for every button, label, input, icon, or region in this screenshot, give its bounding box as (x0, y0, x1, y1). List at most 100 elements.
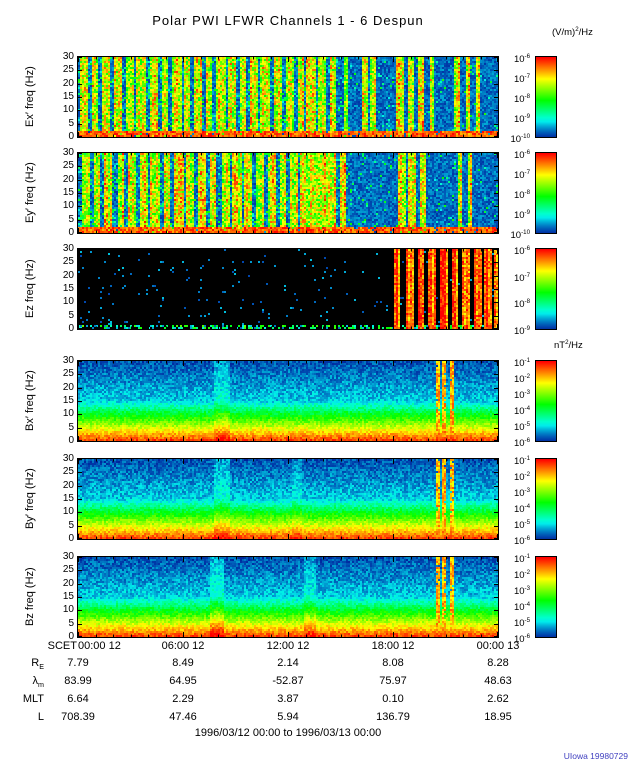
colorbar-tick-label-ez-3: 10-9 (513, 325, 530, 338)
colorbar-bz (535, 556, 557, 638)
y-tick-label-bx-15: 15 (62, 395, 74, 406)
ephemeris-value-3-3: 136.79 (376, 711, 410, 723)
y-tick-label-ez-10: 10 (62, 296, 74, 308)
y-tick-label-bx-25: 25 (62, 368, 74, 380)
e-field-units-label: (V/m)2/Hz (552, 26, 593, 39)
y-tick-label-by-25: 25 (62, 466, 74, 478)
b-field-units-label: nT2/Hz (554, 339, 583, 352)
colorbar-tick-label-ex-1: 10-7 (513, 73, 530, 86)
colorbar-tick-label-bz-4: 10-5 (513, 617, 530, 630)
ephemeris-value-2-3: 0.10 (382, 693, 404, 705)
ephemeris-label-0: RE (31, 657, 44, 672)
y-tick-label-bz-20: 20 (62, 577, 74, 589)
colorbar-tick-label-bx-2: 10-3 (513, 389, 530, 402)
ephemeris-value-0-2: 2.14 (277, 657, 299, 669)
y-tick-label-ey-15: 15 (62, 187, 74, 198)
colorbar-tick-label-ey-1: 10-7 (513, 169, 530, 182)
y-tick-label-by-20: 20 (62, 479, 74, 491)
x-tick-label-2: 12:00 12 (266, 640, 310, 652)
y-tick-label-bz-0: 0 (68, 631, 74, 642)
ephemeris-value-1-3: 75.97 (379, 675, 407, 687)
y-axis-label-ez: Ez freq (Hz) (24, 259, 36, 319)
spectrogram-ex (77, 56, 499, 138)
ephemeris-value-3-4: 18.95 (484, 711, 512, 723)
y-tick-label-ey-20: 20 (62, 173, 74, 185)
chart-title: Polar PWI LFWR Channels 1 - 6 Despun (152, 13, 424, 28)
y-tick-label-ex-20: 20 (62, 77, 74, 89)
colorbar-tick-label-bx-4: 10-5 (513, 421, 530, 434)
colorbar-tick-label-bz-1: 10-2 (513, 569, 530, 582)
y-tick-label-ey-25: 25 (62, 160, 74, 172)
ephemeris-value-3-2: 5.94 (277, 711, 299, 723)
ephemeris-value-1-0: 83.99 (64, 675, 92, 687)
y-tick-label-bx-0: 0 (68, 435, 74, 446)
colorbar-ex (535, 56, 557, 138)
ephemeris-value-2-0: 6.64 (67, 693, 89, 705)
ephemeris-value-0-0: 7.79 (67, 657, 89, 669)
ephemeris-value-1-1: 64.95 (169, 675, 197, 687)
colorbar-tick-label-ex-0: 10-6 (513, 53, 530, 66)
y-tick-label-ey-10: 10 (62, 200, 74, 212)
spectrogram-by (77, 458, 499, 540)
colorbar-tick-label-bx-1: 10-2 (513, 373, 530, 386)
y-tick-label-ex-15: 15 (62, 91, 74, 102)
colorbar-tick-label-bz-0: 10-1 (513, 553, 530, 566)
y-tick-label-bz-5: 5 (68, 617, 74, 629)
y-tick-label-bx-10: 10 (62, 408, 74, 420)
colorbar-tick-label-by-0: 10-1 (513, 455, 530, 468)
ephemeris-label-3: L (37, 711, 44, 723)
y-axis-label-bx: Bx′ freq (Hz) (24, 370, 36, 432)
colorbar-tick-label-ey-4: 10-10 (510, 229, 530, 242)
y-tick-label-bz-15: 15 (62, 591, 74, 602)
y-tick-label-ez-25: 25 (62, 256, 74, 268)
y-axis-label-ey: Ey′ freq (Hz) (24, 162, 36, 224)
y-tick-label-ey-30: 30 (62, 147, 74, 158)
colorbar-tick-label-bz-2: 10-3 (513, 585, 530, 598)
y-tick-label-ez-5: 5 (68, 309, 74, 321)
y-tick-label-bz-25: 25 (62, 564, 74, 576)
spectrogram-bx (77, 360, 499, 442)
colorbar-tick-label-ey-0: 10-6 (513, 149, 530, 162)
colorbar-tick-label-ex-3: 10-9 (513, 113, 530, 126)
ephemeris-value-3-0: 708.39 (61, 711, 95, 723)
colorbar-tick-label-bx-0: 10-1 (513, 357, 530, 370)
y-tick-label-ey-0: 0 (68, 227, 74, 238)
ephemeris-label-2: MLT (22, 693, 44, 705)
y-tick-label-by-5: 5 (68, 519, 74, 531)
x-tick-label-1: 06:00 12 (161, 640, 205, 652)
colorbar-tick-label-bz-5: 10-6 (513, 633, 530, 646)
y-tick-label-ex-25: 25 (62, 64, 74, 76)
spectrogram-ez (77, 248, 499, 330)
colorbar-tick-label-bx-5: 10-6 (513, 437, 530, 450)
ephemeris-value-1-2: -52.87 (272, 675, 304, 687)
colorbar-tick-label-bz-3: 10-4 (513, 601, 530, 614)
y-tick-label-ey-5: 5 (68, 213, 74, 225)
colorbar-tick-label-ey-2: 10-8 (513, 189, 530, 202)
y-tick-label-by-10: 10 (62, 506, 74, 518)
x-tick-label-0: 00:00 12 (78, 640, 121, 652)
colorbar-tick-label-ez-2: 10-8 (513, 298, 530, 311)
time-range-label: 1996/03/12 00:00 to 1996/03/13 00:00 (194, 727, 382, 739)
y-tick-label-ez-30: 30 (62, 243, 74, 254)
y-axis-label-ex: Ex′ freq (Hz) (24, 66, 36, 128)
x-tick-label-3: 18:00 12 (371, 640, 415, 652)
x-tick-label-4: 00:00 13 (476, 640, 520, 652)
y-tick-label-bz-30: 30 (62, 551, 74, 562)
colorbar-tick-label-by-3: 10-4 (513, 503, 530, 516)
colorbar-tick-label-by-1: 10-2 (513, 471, 530, 484)
y-tick-label-by-0: 0 (68, 533, 74, 544)
colorbar-tick-label-bx-3: 10-4 (513, 405, 530, 418)
ephemeris-value-0-4: 8.28 (487, 657, 509, 669)
spectrogram-bz (77, 556, 499, 638)
colorbar-tick-label-ey-3: 10-9 (513, 209, 530, 222)
y-tick-label-ex-10: 10 (62, 104, 74, 116)
ephemeris-value-2-2: 3.87 (277, 693, 299, 705)
credit-label: UIowa 19980729 (563, 751, 628, 761)
y-axis-label-by: By′ freq (Hz) (24, 468, 36, 530)
colorbar-tick-label-ez-0: 10-6 (513, 245, 530, 258)
ephemeris-value-2-4: 2.62 (487, 693, 509, 705)
colorbar-tick-label-by-2: 10-3 (513, 487, 530, 500)
y-tick-label-bz-10: 10 (62, 604, 74, 616)
ephemeris-value-0-1: 8.49 (172, 657, 194, 669)
colorbar-bx (535, 360, 557, 442)
